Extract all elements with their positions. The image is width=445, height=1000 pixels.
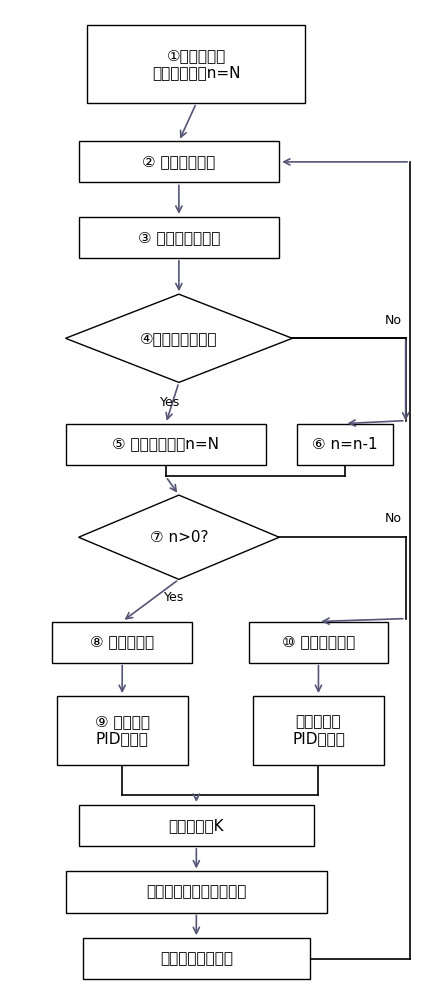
Polygon shape bbox=[79, 495, 279, 579]
Text: ⑫驱动增益K: ⑫驱动增益K bbox=[169, 818, 224, 833]
Text: ⑩ 流体中有气泡: ⑩ 流体中有气泡 bbox=[282, 635, 355, 650]
Polygon shape bbox=[65, 294, 292, 382]
Text: ⑬测量管正反馈驱动电路: ⑬测量管正反馈驱动电路 bbox=[146, 884, 247, 900]
FancyBboxPatch shape bbox=[79, 805, 314, 846]
Text: ③ 读取比较器输出: ③ 读取比较器输出 bbox=[138, 230, 220, 245]
FancyBboxPatch shape bbox=[53, 622, 192, 663]
Text: ⑥ n=n-1: ⑥ n=n-1 bbox=[312, 437, 377, 452]
FancyBboxPatch shape bbox=[297, 424, 392, 465]
FancyBboxPatch shape bbox=[83, 938, 310, 979]
Text: ⑪启用模糊
PID控制器: ⑪启用模糊 PID控制器 bbox=[292, 714, 345, 746]
FancyBboxPatch shape bbox=[87, 25, 305, 103]
Text: ⑭测量管振动信号: ⑭测量管振动信号 bbox=[160, 951, 233, 966]
Text: ⑦ n>0?: ⑦ n>0? bbox=[150, 530, 208, 545]
Text: ④信号为上升沿？: ④信号为上升沿？ bbox=[140, 331, 218, 346]
Text: No: No bbox=[384, 512, 401, 525]
FancyBboxPatch shape bbox=[65, 424, 266, 465]
Text: ⑤ 定时器复位，n=N: ⑤ 定时器复位，n=N bbox=[112, 437, 219, 452]
FancyBboxPatch shape bbox=[57, 696, 188, 765]
FancyBboxPatch shape bbox=[249, 622, 388, 663]
Text: Yes: Yes bbox=[164, 591, 185, 604]
FancyBboxPatch shape bbox=[79, 217, 279, 258]
Text: ⑧ 流体为稳态: ⑧ 流体为稳态 bbox=[90, 635, 154, 650]
Text: ② 读取振动幅值: ② 读取振动幅值 bbox=[142, 154, 215, 169]
Text: ①系统初始化
定时器初始化n=N: ①系统初始化 定时器初始化n=N bbox=[152, 48, 241, 80]
Text: Yes: Yes bbox=[160, 396, 180, 409]
FancyBboxPatch shape bbox=[65, 871, 327, 913]
FancyBboxPatch shape bbox=[253, 696, 384, 765]
Text: No: No bbox=[384, 314, 401, 327]
FancyBboxPatch shape bbox=[79, 141, 279, 182]
Text: ⑨ 启用固定
PID控制器: ⑨ 启用固定 PID控制器 bbox=[95, 714, 150, 746]
